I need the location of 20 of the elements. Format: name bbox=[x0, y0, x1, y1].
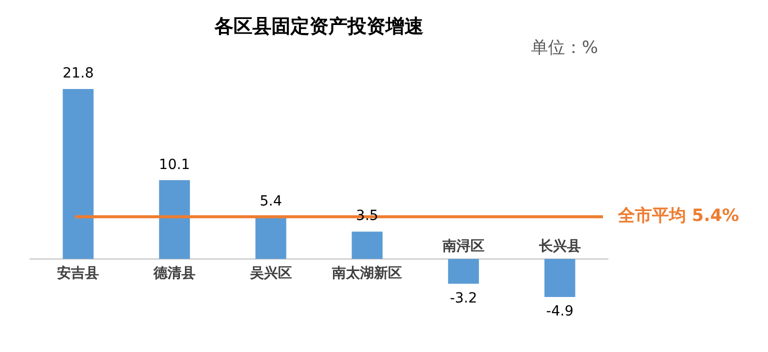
data-label: 21.8 bbox=[62, 66, 94, 82]
bar bbox=[159, 180, 190, 259]
text: 单位：% bbox=[530, 38, 598, 58]
x-tick-label: 德清县 bbox=[152, 265, 196, 282]
chart-title: 各区县固定资产投资增速 bbox=[214, 15, 424, 38]
x-tick-label: 南太湖新区 bbox=[331, 264, 402, 282]
bar bbox=[352, 232, 383, 259]
bar bbox=[448, 258, 479, 284]
x-tick-label: 长兴县 bbox=[538, 237, 581, 254]
x-tick-label: 吴兴区 bbox=[248, 264, 292, 282]
bar bbox=[255, 216, 286, 259]
x-tick-label: 南浔区 bbox=[442, 238, 484, 254]
data-label: -4.9 bbox=[546, 304, 574, 320]
data-label: 10.1 bbox=[158, 156, 190, 173]
ref-line-label: 全市平均 5.4% bbox=[617, 206, 740, 226]
x-tick-label: 安吉县 bbox=[57, 264, 100, 282]
bar bbox=[62, 88, 94, 259]
bar bbox=[544, 258, 576, 298]
data-label: 5.4 bbox=[260, 193, 282, 210]
data-label: -3.2 bbox=[450, 290, 478, 306]
